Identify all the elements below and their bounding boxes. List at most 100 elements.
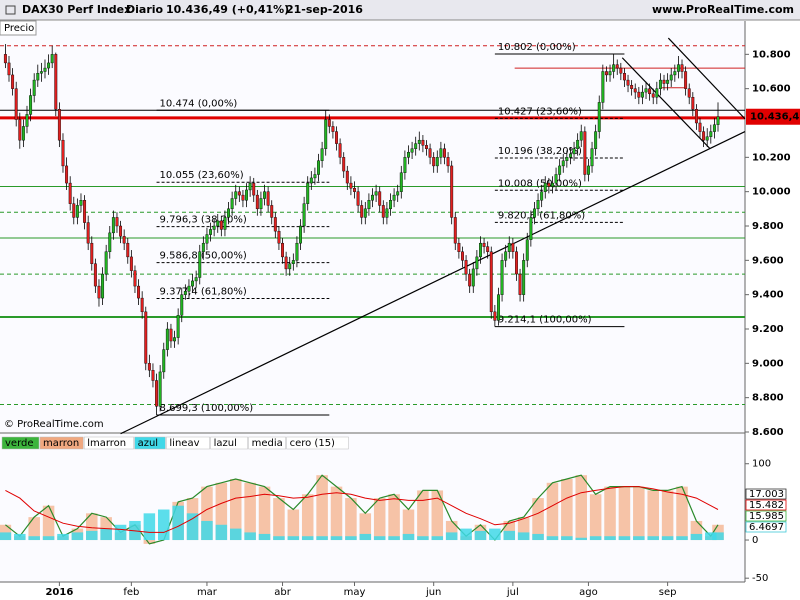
indicator-bar — [618, 486, 631, 541]
candle-body — [151, 370, 155, 381]
x-tick-label: feb — [123, 587, 139, 598]
candle-body — [698, 122, 702, 132]
indicator-bar — [546, 536, 559, 541]
fib-label: 9.796,3 (38,20%) — [160, 215, 247, 226]
candle-body — [353, 188, 356, 192]
candle-body — [61, 139, 65, 167]
indicator-line — [5, 486, 719, 533]
instrument: DAX30 Perf Index — [22, 3, 131, 16]
candle-body — [367, 200, 371, 210]
candle-body — [425, 145, 428, 149]
indicator-bar — [273, 498, 285, 541]
candle-body — [288, 263, 292, 270]
indicator-bar — [489, 528, 501, 541]
candle-body — [529, 217, 533, 240]
indicator-bar — [647, 536, 659, 541]
candle-body — [518, 273, 522, 295]
candle-body — [173, 337, 177, 342]
y-tick-label: 0 — [752, 535, 758, 546]
candle-body — [140, 297, 144, 313]
period: Diario — [126, 3, 164, 16]
legend-swatch — [166, 436, 210, 450]
candle-body — [169, 328, 173, 342]
x-tick-label: abr — [274, 587, 291, 598]
candle-body — [515, 251, 518, 275]
fib-label: 9.214,1 (100,00%) — [498, 315, 592, 326]
source: www.ProRealTime.com — [652, 3, 794, 16]
indicator-bar — [330, 536, 343, 541]
indicator-bar — [561, 478, 573, 541]
candle-body — [187, 285, 191, 292]
candle-body — [342, 157, 346, 172]
candle-body — [543, 182, 547, 192]
candle-body — [396, 191, 400, 196]
indicator-bar — [316, 475, 328, 541]
y-tick-label: 10.600 — [752, 84, 791, 95]
candle-body — [439, 148, 443, 158]
candle-body — [309, 177, 313, 184]
indicator-bar — [258, 486, 271, 541]
candle-body — [360, 205, 364, 218]
price-chart: 8.600 8.800 9.000 9.200 9.400 9.600 9.800 10.00… — [0, 37, 800, 598]
window-icon[interactable] — [5, 5, 16, 15]
indicator-bar — [474, 530, 487, 541]
candle-body — [237, 191, 241, 196]
legend-label: marron — [43, 438, 79, 449]
indicator-bar — [690, 520, 703, 541]
y-tick-label: 9.600 — [752, 255, 784, 266]
indicator-bar — [676, 486, 688, 541]
candle-body — [93, 263, 97, 287]
candle-body — [273, 217, 277, 232]
candle-body — [266, 191, 270, 206]
candle-body — [547, 182, 551, 187]
candle-body — [349, 182, 353, 189]
indicator-bar — [417, 536, 429, 541]
candle-body — [457, 242, 461, 252]
legend-label: azul — [138, 438, 159, 449]
indicator-bar — [42, 505, 55, 541]
candle-body — [14, 88, 18, 120]
candle-body — [525, 239, 529, 261]
trend-line — [667, 37, 746, 120]
indicator-bar — [244, 532, 256, 541]
candle-body — [673, 71, 677, 76]
y-tick-label: 8.600 — [752, 427, 784, 438]
indicator-bar — [503, 530, 516, 541]
candle-body — [338, 143, 342, 158]
panel-label-box[interactable] — [0, 20, 37, 36]
y-tick-label: -50 — [752, 573, 768, 584]
candle-body — [201, 242, 205, 252]
indicator-bar — [676, 536, 688, 541]
fib-label: 10.008 (50,00%) — [498, 178, 582, 189]
candle-body — [219, 220, 223, 230]
candle-body — [119, 225, 123, 237]
candle-body — [212, 225, 216, 230]
indicator-bar — [186, 513, 199, 541]
indicator-bar — [157, 509, 170, 541]
candle-body — [320, 148, 324, 161]
candle-body — [191, 280, 195, 287]
candle-body — [479, 242, 482, 258]
candle-body — [421, 139, 425, 146]
candle-body — [532, 208, 536, 218]
indicator-bar — [14, 533, 26, 541]
indicator-bar — [215, 524, 228, 541]
indicator-bar — [143, 540, 156, 544]
candle-body — [230, 198, 234, 210]
legend-label: lineav — [169, 438, 199, 449]
candle-body — [504, 251, 508, 261]
indicator-bar — [273, 536, 285, 541]
candle-body — [270, 205, 274, 218]
indicator-bar — [71, 532, 84, 541]
indicator-bar — [532, 533, 544, 541]
candle-body — [662, 79, 666, 84]
candle-body — [259, 198, 263, 210]
indicator-bar — [359, 513, 372, 541]
candle-body — [507, 242, 511, 252]
candle-body — [651, 93, 655, 98]
candle-body — [86, 222, 90, 244]
candle-body — [669, 74, 673, 81]
candle-body — [47, 62, 51, 69]
candle-body — [511, 242, 515, 252]
indicator-bar — [28, 536, 40, 541]
